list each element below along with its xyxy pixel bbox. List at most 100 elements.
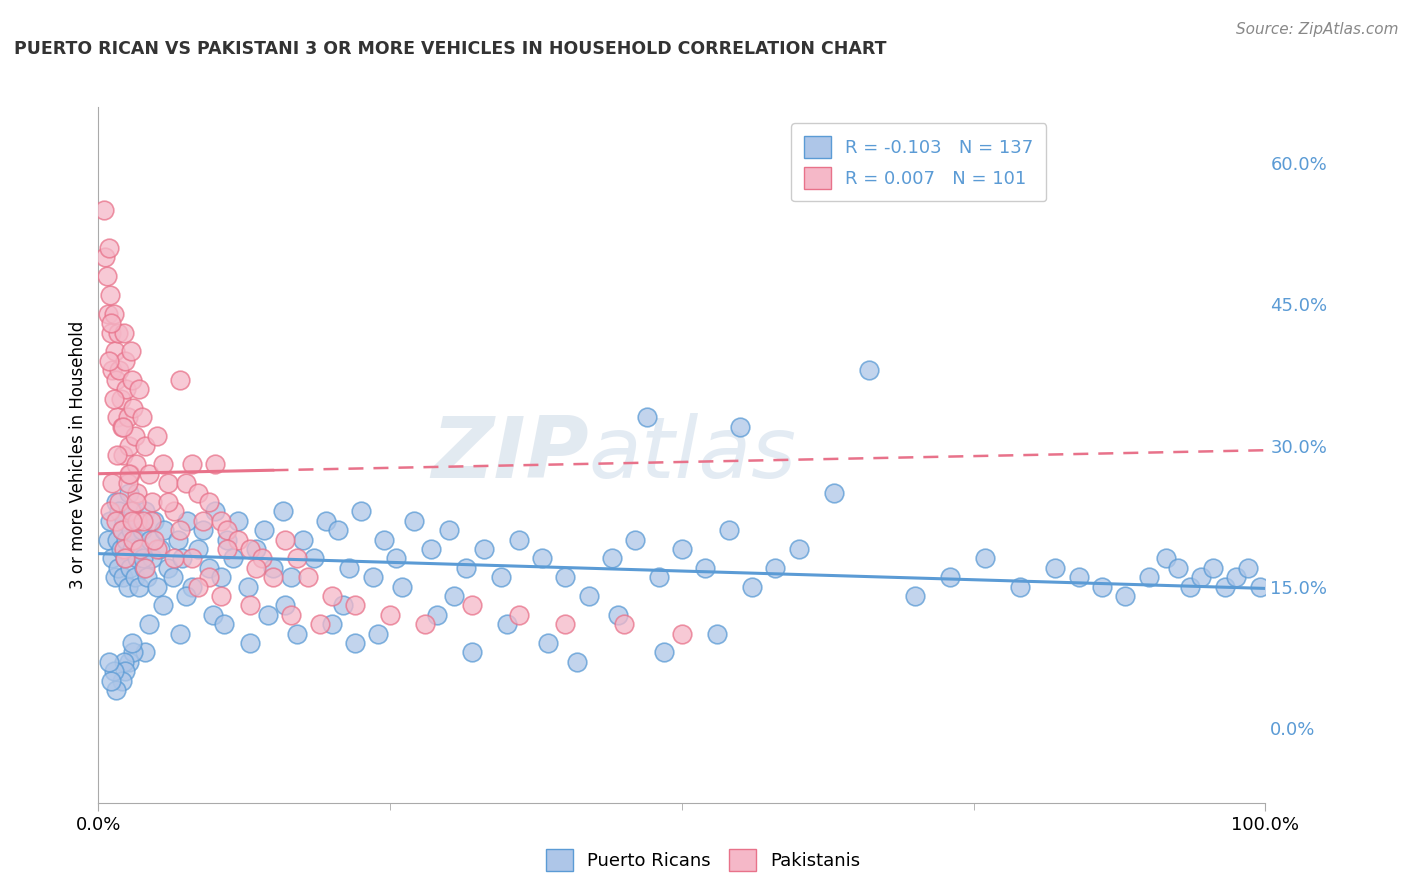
Point <box>112 541 135 556</box>
Point <box>111 673 134 688</box>
Point <box>141 495 163 509</box>
Point <box>108 363 131 377</box>
Point <box>114 664 136 678</box>
Point <box>118 467 141 481</box>
Point <box>262 560 284 574</box>
Point <box>118 655 141 669</box>
Point <box>108 495 131 509</box>
Point <box>112 326 135 340</box>
Point <box>139 533 162 547</box>
Point <box>1225 570 1247 584</box>
Point <box>706 626 728 640</box>
Point <box>350 504 373 518</box>
Point <box>146 580 169 594</box>
Point <box>326 523 349 537</box>
Point <box>391 580 413 594</box>
Point <box>454 560 477 574</box>
Point <box>136 570 159 584</box>
Point <box>107 326 129 340</box>
Point <box>105 448 128 462</box>
Point <box>321 617 343 632</box>
Point <box>214 617 236 632</box>
Point <box>337 560 360 574</box>
Point <box>134 504 156 518</box>
Point <box>129 541 152 556</box>
Point <box>461 645 484 659</box>
Point <box>176 514 198 528</box>
Point <box>124 429 146 443</box>
Point <box>100 673 122 688</box>
Point <box>285 551 308 566</box>
Point <box>489 570 512 584</box>
Point <box>636 410 658 425</box>
Point <box>730 419 752 434</box>
Point <box>654 645 676 659</box>
Point <box>104 495 127 509</box>
Point <box>297 570 319 584</box>
Point <box>93 203 115 218</box>
Point <box>166 533 188 547</box>
Point <box>193 514 215 528</box>
Point <box>344 636 367 650</box>
Text: atlas: atlas <box>589 413 797 497</box>
Point <box>94 251 117 265</box>
Point <box>1249 580 1271 594</box>
Point <box>274 599 297 613</box>
Point <box>120 523 142 537</box>
Point <box>461 599 484 613</box>
Text: Source: ZipAtlas.com: Source: ZipAtlas.com <box>1236 22 1399 37</box>
Point <box>97 655 120 669</box>
Point <box>163 551 186 566</box>
Point <box>121 636 143 650</box>
Point <box>104 570 127 584</box>
Point <box>101 476 124 491</box>
Point <box>138 467 160 481</box>
Point <box>402 514 425 528</box>
Point <box>204 504 226 518</box>
Point <box>132 551 155 566</box>
Point <box>239 541 262 556</box>
Point <box>125 485 148 500</box>
Point <box>1202 560 1225 574</box>
Point <box>101 363 124 377</box>
Point <box>149 541 172 556</box>
Point <box>157 476 180 491</box>
Point <box>121 541 143 556</box>
Point <box>97 307 120 321</box>
Point <box>245 541 267 556</box>
Point <box>138 617 160 632</box>
Point <box>118 560 141 574</box>
Point <box>187 541 209 556</box>
Point <box>125 514 148 528</box>
Point <box>110 392 132 406</box>
Point <box>180 580 202 594</box>
Point <box>209 514 232 528</box>
Point <box>118 467 141 481</box>
Point <box>174 589 197 603</box>
Point <box>309 617 332 632</box>
Point <box>157 495 180 509</box>
Point <box>344 599 367 613</box>
Point <box>215 523 238 537</box>
Point <box>104 683 127 698</box>
Point <box>1178 580 1201 594</box>
Point <box>209 570 232 584</box>
Point <box>198 570 221 584</box>
Point <box>280 570 302 584</box>
Point <box>239 599 262 613</box>
Point <box>787 541 810 556</box>
Point <box>271 504 294 518</box>
Point <box>141 551 163 566</box>
Point <box>98 288 121 302</box>
Y-axis label: 3 or more Vehicles in Household: 3 or more Vehicles in Household <box>69 321 87 589</box>
Point <box>100 316 122 330</box>
Point <box>111 570 134 584</box>
Point <box>578 589 600 603</box>
Point <box>1189 570 1212 584</box>
Point <box>103 664 125 678</box>
Text: ZIP: ZIP <box>430 413 589 497</box>
Point <box>1167 560 1189 574</box>
Point <box>105 410 128 425</box>
Point <box>111 419 134 434</box>
Point <box>125 533 148 547</box>
